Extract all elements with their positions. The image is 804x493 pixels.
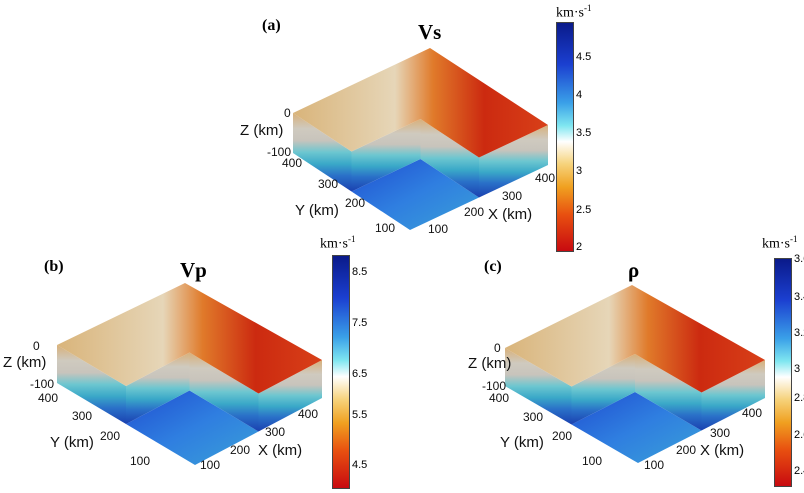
- colorbar-tick-label: 3.5: [576, 127, 592, 139]
- z-tick-label: 0: [494, 341, 501, 355]
- x-tick-label: 100: [200, 458, 221, 472]
- x-tick-label: 300: [710, 426, 731, 440]
- inner-left-facing-wall: [189, 352, 259, 432]
- inner-left-facing-wall: [635, 354, 702, 431]
- x-axis-label: X (km): [258, 442, 303, 459]
- y-tick-label: 200: [552, 429, 573, 443]
- panel-label: (b): [44, 258, 64, 275]
- colorbar-tick-label: 2: [576, 241, 583, 253]
- inner-right-facing-wall: [126, 352, 190, 424]
- colorbar-tick-label: 5.5: [352, 409, 368, 421]
- y-tick-label: 300: [72, 409, 93, 423]
- colorbar-unit: km·s-1: [320, 234, 356, 253]
- z-tick-label: -100: [482, 379, 507, 393]
- z-tick-label: -100: [30, 377, 55, 391]
- y-tick-label: 200: [100, 429, 121, 443]
- front-right-wall: [701, 360, 765, 431]
- colorbar-tick-label: 2.4: [794, 465, 804, 477]
- front-right-wall: [258, 360, 322, 432]
- unit-text: km·s: [762, 236, 790, 252]
- colorbar-tick-label: 3.4: [794, 291, 804, 303]
- y-tick-label: 300: [318, 177, 339, 191]
- z-axis-label: Z (km): [3, 354, 47, 371]
- panel-title: Vp: [180, 258, 207, 282]
- panel-title: ρ: [628, 258, 640, 282]
- y-tick-label: 100: [130, 454, 151, 468]
- y-axis-label: Y (km): [295, 202, 339, 219]
- colorbar-tick-label: 3.2: [794, 327, 804, 339]
- colorbar-unit: km·s-1: [762, 234, 798, 253]
- x-tick-label: 200: [230, 443, 251, 457]
- x-tick-label: 400: [298, 407, 319, 421]
- unit-text: km·s: [320, 236, 348, 252]
- unit-exponent: -1: [584, 3, 592, 13]
- top-surface: [57, 283, 322, 394]
- panel-label: (c): [484, 258, 502, 275]
- panel-label: (a): [262, 17, 281, 34]
- notch-floor-slice: [126, 390, 259, 465]
- colorbar: [332, 255, 350, 489]
- colorbar-tick-label: 8.5: [352, 266, 368, 278]
- colorbar-tick-label: 3: [576, 165, 583, 177]
- z-axis-label: Z (km): [468, 355, 512, 372]
- colorbar-tick-label: 4.5: [352, 459, 368, 471]
- notch-floor-slice: [571, 392, 702, 463]
- y-axis-label: Y (km): [500, 434, 544, 451]
- inner-right-facing-wall: [571, 354, 635, 425]
- x-tick-label: 300: [265, 425, 286, 439]
- y-tick-label: 400: [38, 391, 59, 405]
- panel-title: Vs: [418, 20, 442, 44]
- front-left-wall: [293, 113, 352, 192]
- y-tick-label: 400: [489, 391, 510, 405]
- front-right-wall: [479, 125, 548, 198]
- colorbar-tick-label: 6.5: [352, 368, 368, 380]
- front-left-wall: [57, 345, 126, 424]
- top-surface: [505, 285, 765, 393]
- colorbar-unit: km·s-1: [556, 3, 592, 22]
- x-tick-label: 100: [428, 222, 449, 236]
- top-surface: [293, 48, 548, 158]
- colorbar-tick-label: 2.8: [794, 392, 804, 404]
- unit-exponent: -1: [348, 234, 356, 244]
- notch-floor-slice: [351, 159, 479, 230]
- colorbar: [774, 258, 792, 487]
- colorbar-tick-label: 4.5: [576, 51, 592, 63]
- x-tick-label: 300: [502, 189, 523, 203]
- z-tick-label: 0: [284, 106, 291, 120]
- x-axis-label: X (km): [700, 442, 745, 459]
- colorbar-tick-label: 7.5: [352, 317, 368, 329]
- x-axis-label: X (km): [488, 206, 533, 223]
- front-left-wall: [505, 348, 572, 425]
- y-tick-label: 100: [582, 454, 603, 468]
- colorbar-tick-label: 4: [576, 89, 583, 101]
- x-tick-label: 400: [742, 406, 763, 420]
- x-tick-label: 200: [676, 443, 697, 457]
- x-tick-label: 100: [644, 458, 665, 472]
- x-tick-label: 400: [535, 171, 556, 185]
- x-tick-label: 200: [464, 205, 485, 219]
- y-tick-label: 100: [375, 221, 396, 235]
- colorbar: [556, 22, 574, 252]
- y-tick-label: 200: [345, 196, 366, 210]
- z-tick-label: -100: [267, 145, 292, 159]
- unit-text: km·s: [556, 5, 584, 21]
- colorbar-tick-label: 3: [794, 363, 801, 375]
- y-tick-label: 300: [523, 410, 544, 424]
- unit-exponent: -1: [790, 234, 798, 244]
- y-tick-label: 400: [282, 156, 303, 170]
- z-axis-label: Z (km): [240, 122, 284, 139]
- inner-right-facing-wall: [351, 119, 421, 192]
- colorbar-tick-label: 3.6: [794, 253, 804, 265]
- z-tick-label: 0: [33, 339, 40, 353]
- colorbar-tick-label: 2.5: [576, 204, 592, 216]
- inner-left-facing-wall: [420, 119, 479, 198]
- y-axis-label: Y (km): [50, 434, 94, 451]
- colorbar-tick-label: 2.6: [794, 429, 804, 441]
